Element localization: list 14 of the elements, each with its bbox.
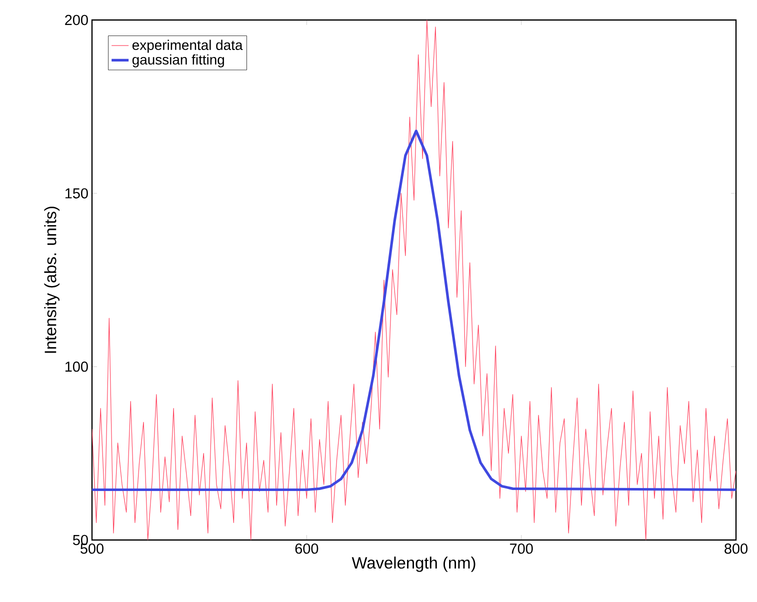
line-series xyxy=(92,20,736,540)
y-tick-label: 150 xyxy=(65,188,88,198)
x-tick-label: 600 xyxy=(295,544,318,554)
x-axis-title: Wavelength (nm) xyxy=(352,556,476,572)
legend-label: experimental data xyxy=(132,40,243,53)
y-tick-label: 100 xyxy=(65,362,88,372)
x-tick-label: 700 xyxy=(510,544,533,554)
x-tick-label: 800 xyxy=(724,544,748,554)
legend-label: gaussian fitting xyxy=(132,54,224,68)
x-tick-label: 500 xyxy=(80,544,104,554)
y-tick-label: 50 xyxy=(72,534,88,546)
y-tick-label: 200 xyxy=(65,14,88,26)
y-axis-title: Intensity (abs. units) xyxy=(44,206,60,353)
line-series xyxy=(92,130,736,492)
